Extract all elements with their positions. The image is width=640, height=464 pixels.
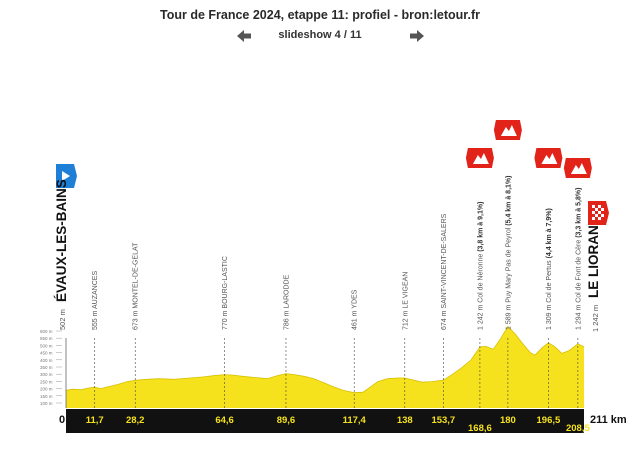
finish-altitude-label: 1 242 m [591,305,600,332]
start-altitude-label: 502 m [58,309,67,330]
waypoint-name: 555 m AUZANCES [92,271,99,330]
altitude-tick-label: 300 m [40,372,53,377]
altitude-tick-label: 100 m [40,401,53,406]
finish-flag-icon [588,201,609,225]
km-tick-label: 180 [500,415,516,426]
waypoint-label: 1 589 m Puy Mary Pas de Peyrol (5,4 km à… [505,176,512,330]
km-tick-label: 28,2 [126,415,145,426]
arrow-left-icon [237,30,251,42]
slide-counter: slideshow 4 / 11 [278,29,362,41]
start-block: ÉVAUX-LES-BAINS 502 m [54,164,77,330]
climb-flag-icon [534,148,563,168]
waypoint-label: 786 m LARODDE [283,274,290,330]
distance-end-label: 211 km [590,414,627,426]
elevation-profile-area [66,326,584,408]
altitude-tick-label: 550 m [40,336,53,341]
waypoint-label: 673 m MONTEL-DE-GELAT [133,242,140,330]
next-slide-button[interactable] [408,27,426,45]
waypoint-name: 461 m YDES [352,289,359,330]
page-title: Tour de France 2024, etappe 11: profiel … [160,8,480,22]
waypoint-name: 1 242 m Col de Néronne (3,8 km à 9,1%) [477,202,484,330]
km-tick-label: 117,4 [343,415,367,426]
altitude-tick-label: 500 m [40,343,53,348]
prev-slide-button[interactable] [235,27,253,45]
altitude-tick-label: 450 m [40,351,53,356]
waypoint-name: 1 294 m Col de Font de Cère (3,3 km à 5,… [575,188,582,330]
start-town-label: ÉVAUX-LES-BAINS [54,179,69,302]
mountain-icon [472,153,489,164]
distance-axis-bar [66,409,584,433]
start-flag-icon [56,164,77,188]
finish-town-label: LE LIORAN [586,225,601,298]
waypoint-label: 555 m AUZANCES [92,271,99,330]
waypoint-name: 770 m BOURG-LASTIC [222,256,229,330]
waypoint-label: 1 309 m Col de Pertus (4,4 km à 7,9%) [546,208,553,330]
waypoint-name: 1 309 m Col de Pertus (4,4 km à 7,9%) [546,208,553,330]
waypoint-name: 1 589 m Puy Mary Pas de Peyrol (5,4 km à… [505,176,512,330]
km-tick-label: 168,6 [468,423,492,434]
mountain-icon [500,125,517,136]
mountain-icon [570,163,587,174]
climb-flag-icon [493,120,522,140]
waypoint-name: 673 m MONTEL-DE-GELAT [133,242,140,330]
climb-flag-icon [563,158,592,178]
waypoint-name: 674 m SAINT-VINCENT-DE-SALERS [441,213,448,330]
distance-start-label: 0 [59,414,65,426]
mountain-icon [541,153,558,164]
climb-stats: (3,3 km à 5,8%) [575,188,582,240]
slideshow-nav: slideshow 4 / 11 [0,27,640,45]
waypoint-name: 712 m LE VIGEAN [402,272,409,330]
waypoint-label: 712 m LE VIGEAN [402,272,409,330]
arrow-right-icon [410,30,424,42]
climb-stats: (3,8 km à 9,1%) [477,202,484,254]
climb-stats: (5,4 km à 8,1%) [505,176,512,228]
altitude-tick-label: 400 m [40,358,53,363]
altitude-tick-label: 150 m [40,394,53,399]
distance-ticks: 11,7 28,2 64,6 89,6 117,4 138 153,7 168,6 180 196… [86,415,591,434]
altitude-tick-label: 350 m [40,365,53,370]
waypoint-label: 1 242 m Col de Néronne (3,8 km à 9,1%) [477,202,484,330]
altitude-axis: 600 m 550 m 500 m 450 m 400 m 350 m 300 m 250 m… [40,329,62,406]
km-tick-label: 196,5 [537,415,561,426]
climb-stats: (4,4 km à 7,9%) [546,208,553,260]
waypoint-labels: 555 m AUZANCES 673 m MONTEL-DE-GELAT 770 m… [92,120,592,330]
waypoint-name: 786 m LARODDE [283,274,290,330]
km-tick-label: 138 [397,415,413,426]
altitude-tick-label: 600 m [40,329,53,334]
waypoint-label: 770 m BOURG-LASTIC [222,256,229,330]
km-tick-label: 11,7 [86,415,104,426]
waypoint-label: 1 294 m Col de Font de Cère (3,3 km à 5,… [575,188,582,330]
km-tick-label: 64,6 [215,415,234,426]
altitude-tick-label: 200 m [40,387,53,392]
altitude-tick-label: 250 m [40,379,53,384]
km-tick-label: 89,6 [277,415,296,426]
km-tick-label: 208,5 [566,423,590,434]
elevation-profile-line [65,325,585,394]
finish-block: LE LIORAN 1 242 m [586,201,609,332]
waypoint-label: 674 m SAINT-VINCENT-DE-SALERS [441,213,448,330]
climb-flag-icon [465,148,494,168]
waypoint-label: 461 m YDES [352,289,359,330]
km-tick-label: 153,7 [431,415,455,426]
